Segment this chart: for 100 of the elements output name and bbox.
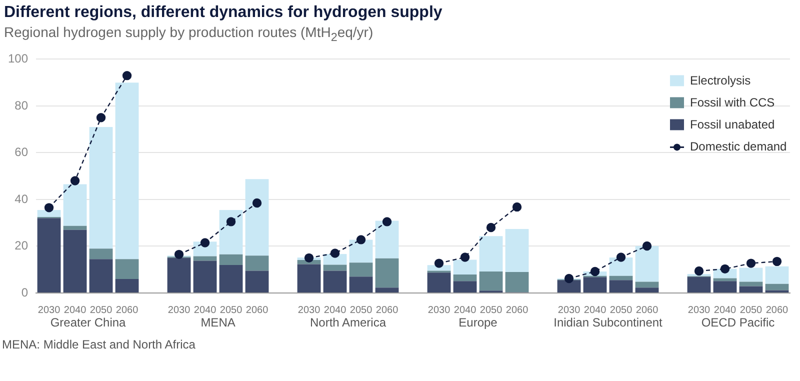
point [460,252,470,262]
point [382,216,392,226]
bar [219,254,243,265]
bar [115,258,139,279]
legend-label: Domestic demand [690,139,787,154]
text: Europe [458,315,498,330]
bar [609,257,633,276]
point [304,253,314,262]
text: Inidian Subcontinent [554,315,664,330]
x-tick-label: 2040 [324,304,347,316]
y-tick-label: 0 [21,285,28,300]
x-tick-label: 2060 [506,304,529,316]
point [564,274,574,283]
bar [115,278,139,292]
x-tick-label: 2030 [558,304,581,316]
text: MENA [200,315,236,330]
x-tick-label: 2040 [64,304,87,316]
bar [765,284,789,290]
bar [609,280,633,292]
point [122,70,132,80]
x-tick-label: 2040 [714,304,737,316]
bar [193,260,217,292]
bar [297,264,321,292]
bar [63,226,87,230]
bar [635,246,659,282]
bar [375,287,399,292]
x-tick-label: 2030 [688,304,711,316]
bar [375,258,399,288]
x-tick-label: 2050 [350,304,373,316]
bar [245,178,269,256]
point [642,241,652,250]
bar [349,276,373,292]
bar [89,248,113,259]
x-tick-label: 2050 [90,304,113,316]
y-tick-label: 100 [8,51,28,66]
bar [635,287,659,292]
point [512,202,522,212]
x-tick-label: 2050 [480,304,503,316]
text: Greater China [50,315,126,330]
chart-title: Different regions, different dynamics for hydrogen supply [3,3,444,22]
x-tick-label: 2030 [298,304,321,316]
bar [479,271,503,290]
x-tick-label: 2050 [610,304,633,316]
point [96,112,106,122]
bar [479,236,503,272]
bar [89,258,113,292]
point [70,176,80,186]
bar [765,290,789,292]
bar [63,184,87,226]
bar [167,258,191,292]
bar [63,230,87,292]
bar [37,218,61,292]
bar [453,280,477,292]
y-tick-label: 40 [14,192,28,206]
bar [609,276,633,280]
x-tick-label: 2040 [194,304,217,316]
x-tick-label: 2060 [766,304,789,316]
x-tick-label: 2060 [636,304,659,316]
bar [505,228,529,272]
y-tick-label: 20 [14,238,28,252]
x-tick-label: 2030 [428,304,451,316]
point [44,202,54,212]
point [486,222,496,232]
bar [323,270,347,292]
bar [687,276,711,292]
legend-label: Fossil unabated [690,117,775,132]
point [746,258,756,268]
point [356,234,366,244]
x-tick-label: 2060 [376,304,399,316]
x-tick-label: 2060 [246,304,269,316]
x-tick-label: 2050 [220,304,243,316]
chart-subtitle: Regional hydrogen supply by production routes (MtH$_{2}$eq/yr) [3,23,374,44]
x-tick-label: 2050 [740,304,763,316]
point [434,258,444,268]
bar [583,276,607,292]
point [720,264,730,274]
x-tick-label: 2040 [584,304,607,316]
x-tick-label: 2060 [116,304,139,316]
x-tick-label: 2040 [454,304,477,316]
bar [323,264,347,271]
bar [349,262,373,276]
bar [505,272,529,292]
bar [453,260,477,274]
y-tick-label: 80 [14,98,28,112]
bar [115,82,139,259]
point [616,252,626,262]
y-tick-label: 60 [14,144,28,159]
bar [739,268,763,282]
bar [453,274,477,281]
bar [765,266,789,284]
point [200,238,210,248]
bar [713,280,737,292]
bar [739,286,763,292]
point [590,266,600,276]
legend-label: Fossil with CCS [690,95,775,110]
bar [349,239,373,262]
x-tick-label: 2030 [38,304,61,316]
point [330,248,340,258]
bar [427,272,451,292]
text: OECD Pacific [701,315,775,330]
